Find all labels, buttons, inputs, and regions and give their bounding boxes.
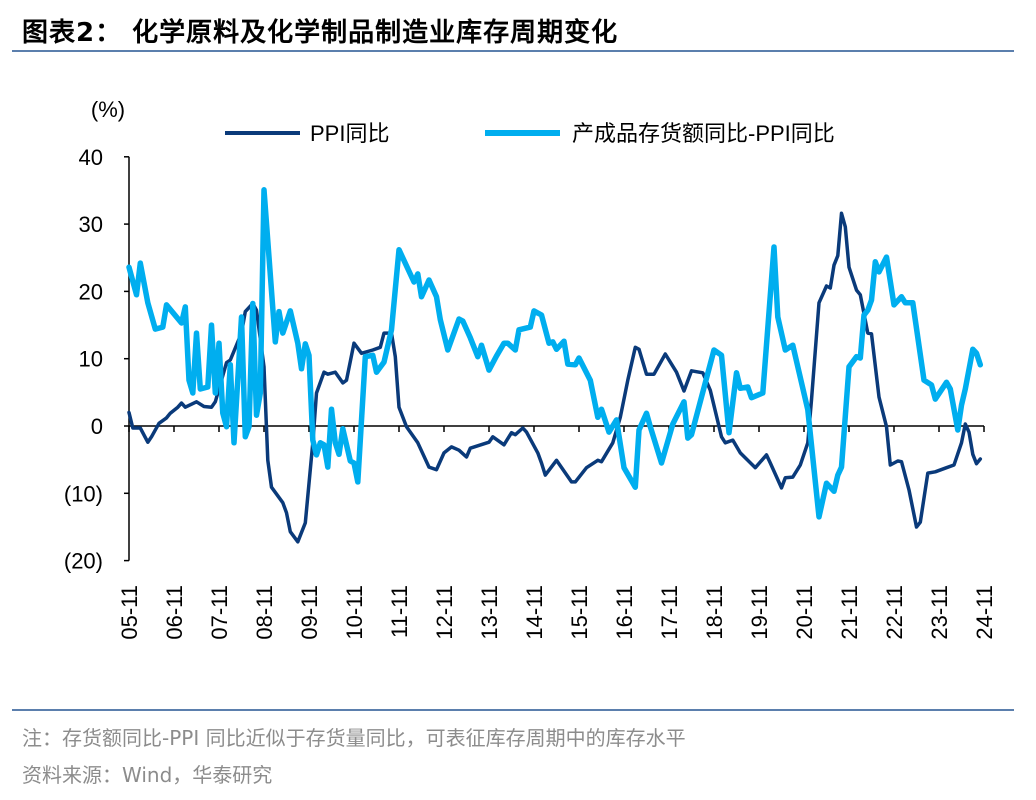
series-group	[126, 187, 984, 544]
y-tick-label: 10	[79, 347, 103, 372]
line-chart: (%) PPI同比 产成品存货额同比-PPI同比 40 30 20 10 0 (10) (20…	[64, 97, 997, 640]
footer-divider	[12, 709, 1014, 711]
legend-label: 产成品存货额同比-PPI同比	[572, 121, 835, 146]
x-tick-label: 20-11	[792, 585, 817, 640]
legend-label: PPI同比	[310, 121, 389, 146]
x-tick-label: 24-11	[972, 585, 997, 640]
footnote: 注：存货额同比-PPI 同比近似于存货量同比，可表征库存周期中的库存水平	[22, 726, 686, 750]
x-tick-label: 08-11	[252, 585, 277, 640]
x-tick-label: 23-11	[927, 585, 952, 640]
x-tick-label: 19-11	[747, 585, 772, 640]
x-tick-label: 18-11	[702, 585, 727, 640]
x-tick-label: 15-11	[567, 585, 592, 640]
y-tick-label: (10)	[64, 481, 103, 506]
title-divider	[12, 50, 1014, 52]
x-tick-label: 05-11	[117, 585, 142, 640]
x-tick-label: 17-11	[657, 585, 682, 640]
source-note: 资料来源：Wind，华泰研究	[22, 763, 273, 787]
x-axis: 05-11 06-11 07-11 08-11 09-11 10-11 11-11 12-11…	[117, 425, 997, 640]
chart-title: 图表2： 化学原料及化学制品制造业库存周期变化	[22, 18, 619, 48]
y-tick-label: (20)	[64, 549, 103, 574]
legend: PPI同比 产成品存货额同比-PPI同比	[225, 121, 835, 146]
x-tick-label: 07-11	[207, 585, 232, 640]
y-tick-label: 0	[91, 414, 103, 439]
x-tick-label: 11-11	[387, 585, 412, 638]
y-axis-label: (%)	[91, 97, 125, 122]
x-tick-label: 22-11	[882, 585, 907, 640]
x-tick-label: 14-11	[522, 585, 547, 640]
y-tick-label: 20	[79, 279, 103, 304]
x-tick-label: 06-11	[162, 585, 187, 640]
x-tick-label: 10-11	[342, 585, 367, 640]
x-tick-label: 21-11	[837, 585, 862, 640]
x-tick-label: 16-11	[612, 585, 637, 640]
y-tick-label: 40	[79, 145, 103, 170]
series-line-inventory-minus-ppi	[126, 187, 984, 520]
x-tick-label: 13-11	[477, 585, 502, 640]
y-tick-label: 30	[79, 212, 103, 237]
x-tick-label: 12-11	[432, 585, 457, 640]
y-axis: 40 30 20 10 0 (10) (20)	[64, 145, 130, 574]
x-tick-label: 09-11	[297, 585, 322, 640]
